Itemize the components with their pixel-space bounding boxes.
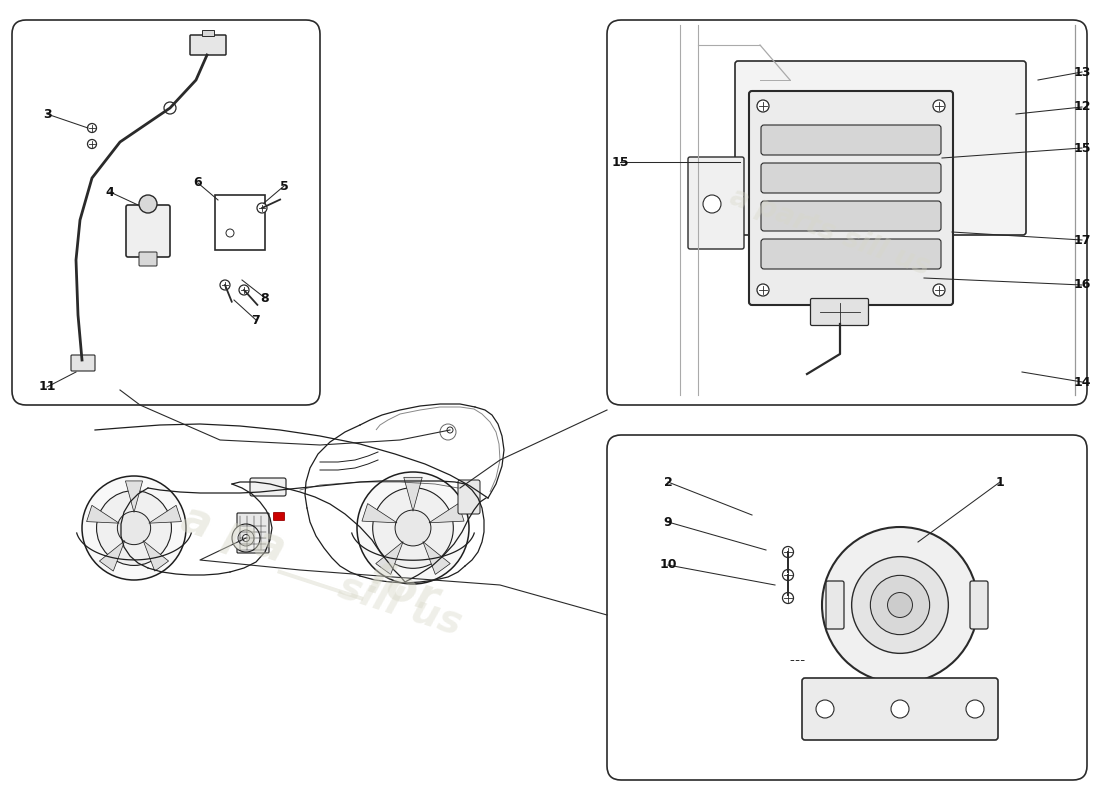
FancyBboxPatch shape — [458, 480, 480, 514]
FancyBboxPatch shape — [72, 355, 95, 371]
Circle shape — [239, 285, 249, 295]
FancyBboxPatch shape — [826, 581, 844, 629]
FancyBboxPatch shape — [190, 35, 226, 55]
FancyBboxPatch shape — [236, 513, 270, 553]
Text: 5: 5 — [279, 179, 288, 193]
Circle shape — [88, 123, 97, 133]
Text: 3: 3 — [43, 107, 52, 121]
FancyBboxPatch shape — [139, 252, 157, 266]
Circle shape — [816, 700, 834, 718]
Circle shape — [238, 530, 254, 546]
Circle shape — [373, 488, 453, 568]
Circle shape — [257, 203, 267, 213]
Circle shape — [118, 511, 151, 545]
Circle shape — [933, 284, 945, 296]
Text: 15: 15 — [1074, 142, 1091, 154]
Circle shape — [757, 100, 769, 112]
Polygon shape — [362, 503, 397, 523]
Circle shape — [966, 700, 984, 718]
Text: 4: 4 — [106, 186, 114, 198]
Polygon shape — [143, 541, 168, 571]
Text: 10: 10 — [659, 558, 676, 571]
FancyBboxPatch shape — [274, 513, 285, 521]
Circle shape — [933, 100, 945, 112]
Circle shape — [703, 195, 720, 213]
Circle shape — [220, 280, 230, 290]
FancyBboxPatch shape — [802, 678, 998, 740]
Circle shape — [242, 534, 250, 542]
Circle shape — [226, 229, 234, 237]
Polygon shape — [376, 542, 403, 574]
Text: 1: 1 — [996, 475, 1004, 489]
Text: 12: 12 — [1074, 101, 1091, 114]
Circle shape — [782, 593, 793, 603]
Circle shape — [139, 195, 157, 213]
Text: 14: 14 — [1074, 375, 1091, 389]
Polygon shape — [125, 481, 143, 512]
Circle shape — [97, 490, 172, 566]
FancyBboxPatch shape — [749, 91, 953, 305]
FancyBboxPatch shape — [735, 61, 1026, 235]
FancyBboxPatch shape — [126, 205, 170, 257]
FancyBboxPatch shape — [250, 478, 286, 496]
Circle shape — [358, 472, 469, 584]
Text: 9: 9 — [663, 515, 672, 529]
FancyBboxPatch shape — [761, 163, 940, 193]
Text: a pa____for: a pa____for — [175, 497, 444, 623]
Circle shape — [82, 476, 186, 580]
Text: sill us: sill us — [333, 567, 466, 642]
Circle shape — [447, 427, 453, 433]
Circle shape — [822, 527, 978, 683]
Text: 7: 7 — [252, 314, 261, 326]
Text: 11: 11 — [39, 381, 56, 394]
Text: a parts sill us: a parts sill us — [726, 182, 934, 282]
FancyBboxPatch shape — [761, 239, 940, 269]
FancyBboxPatch shape — [970, 581, 988, 629]
Text: 16: 16 — [1074, 278, 1091, 291]
Text: 17: 17 — [1074, 234, 1091, 246]
Text: 15: 15 — [612, 155, 629, 169]
Circle shape — [888, 593, 913, 618]
Bar — [202, 30, 215, 36]
Polygon shape — [404, 478, 422, 511]
Polygon shape — [429, 503, 464, 523]
Text: 8: 8 — [261, 291, 270, 305]
Circle shape — [232, 524, 260, 552]
FancyBboxPatch shape — [688, 157, 744, 249]
Circle shape — [891, 700, 909, 718]
Polygon shape — [148, 506, 182, 523]
Circle shape — [782, 546, 793, 558]
FancyBboxPatch shape — [761, 201, 940, 231]
Polygon shape — [422, 542, 450, 574]
Text: 13: 13 — [1074, 66, 1091, 78]
Circle shape — [164, 102, 176, 114]
Circle shape — [757, 284, 769, 296]
Circle shape — [88, 139, 97, 149]
Circle shape — [851, 557, 948, 654]
Text: 2: 2 — [663, 475, 672, 489]
Polygon shape — [99, 541, 124, 571]
Circle shape — [870, 575, 930, 634]
FancyBboxPatch shape — [811, 298, 869, 326]
FancyBboxPatch shape — [226, 208, 250, 238]
Circle shape — [395, 510, 431, 546]
Text: 6: 6 — [194, 177, 202, 190]
FancyBboxPatch shape — [761, 125, 940, 155]
Polygon shape — [87, 506, 119, 523]
Circle shape — [782, 570, 793, 581]
